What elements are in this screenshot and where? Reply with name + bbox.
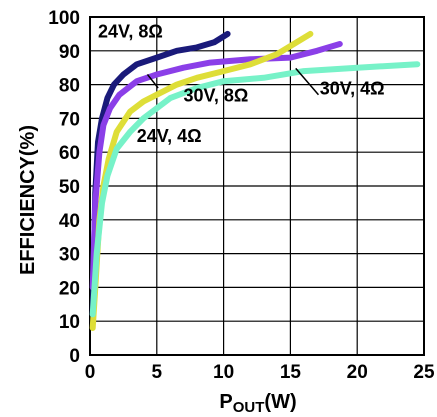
series-line-1 — [89, 41, 343, 291]
series-lines — [89, 30, 421, 331]
plot-frame — [89, 16, 425, 356]
y-tick-label-0: 0 — [69, 346, 80, 367]
y-tick-label-1: 10 — [59, 312, 80, 333]
x-axis-label: POUT(W) — [219, 391, 296, 416]
y-axis-label: EFFICIENCY(%) — [17, 125, 39, 275]
y-tick-label-3: 30 — [59, 245, 80, 266]
y-tick-label-5: 50 — [59, 177, 80, 198]
x-tick-label-4: 20 — [347, 362, 368, 383]
x-tick-label-0: 0 — [85, 362, 96, 383]
y-tick-label-2: 20 — [59, 278, 80, 299]
series-annotation-3: 30V, 4Ω — [320, 79, 385, 99]
x-tick-label-3: 15 — [280, 362, 302, 383]
y-tick-labels: 0 10 20 30 40 50 60 70 80 90 100 — [48, 8, 80, 367]
y-tick-label-6: 60 — [59, 143, 80, 164]
leader-line-1 — [295, 67, 320, 96]
x-axis-label-suffix: (W) — [264, 391, 296, 413]
series-annotation-1: 30V, 8Ω — [184, 86, 249, 106]
y-tick-label-7: 70 — [59, 109, 80, 130]
x-tick-label-5: 25 — [413, 362, 435, 383]
x-axis-label-prefix: P — [219, 391, 232, 413]
leader-line-0 — [146, 73, 159, 89]
y-tick-label-9: 90 — [59, 42, 80, 63]
y-tick-label-8: 80 — [59, 76, 80, 97]
series-annotation-0: 24V, 8Ω — [98, 21, 163, 41]
y-tick-label-4: 40 — [59, 211, 80, 232]
series-annotation-2: 24V, 4Ω — [137, 126, 202, 146]
x-axis-label-subscript: OUT — [233, 399, 265, 416]
y-tick-label-10: 100 — [48, 8, 80, 29]
x-tick-labels: 0 5 10 15 20 25 — [85, 362, 435, 383]
leader-lines — [146, 67, 320, 96]
x-tick-label-2: 10 — [213, 362, 234, 383]
annotations: 24V, 8Ω 30V, 8Ω 24V, 4Ω 30V, 4Ω — [98, 21, 385, 146]
x-tick-label-1: 5 — [152, 362, 163, 383]
series-line-3 — [89, 61, 421, 318]
